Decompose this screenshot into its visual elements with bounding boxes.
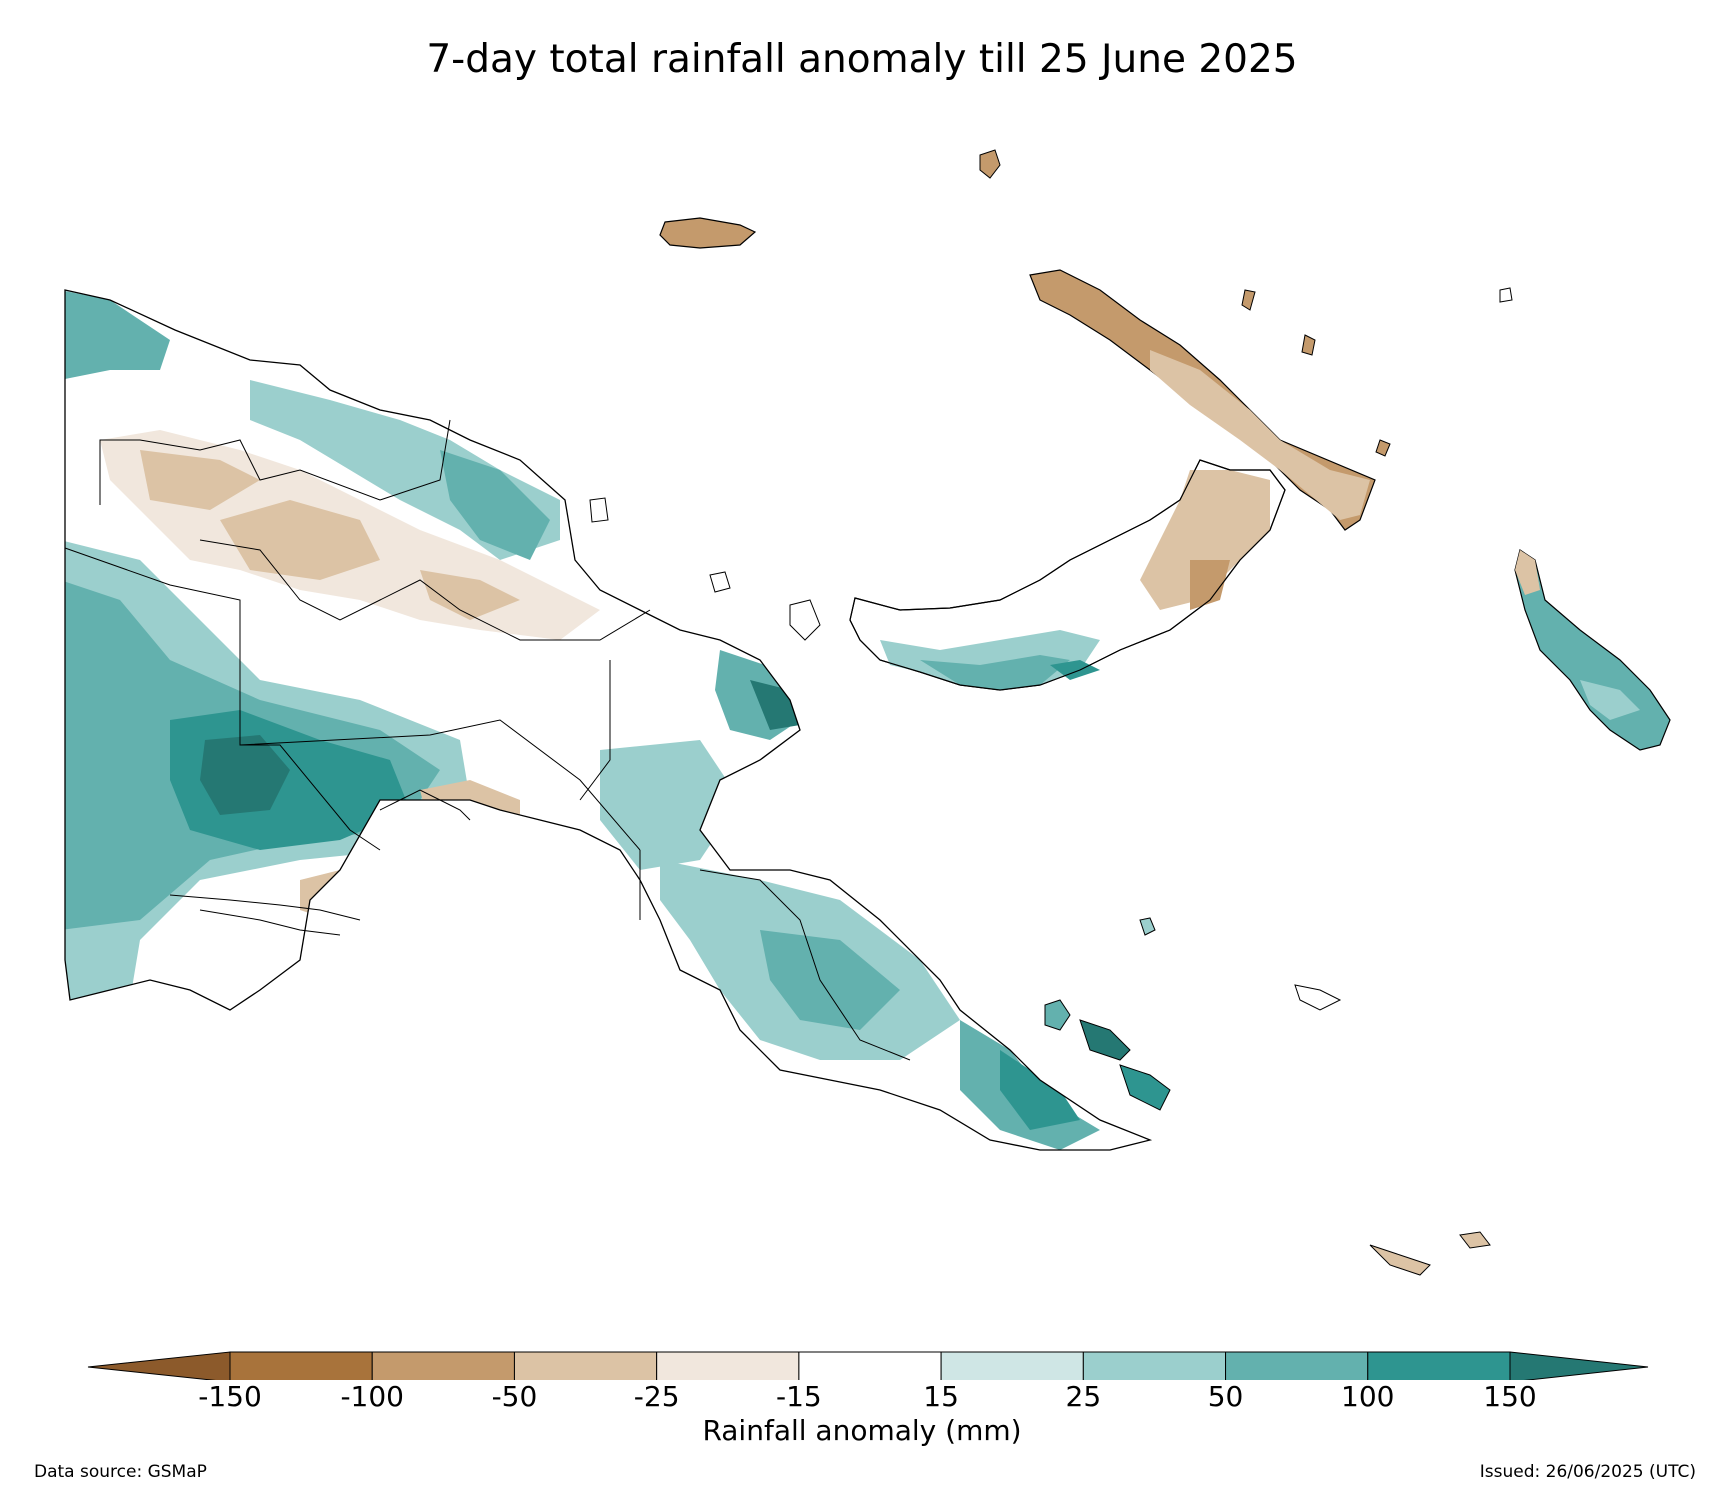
colorbar-tick-label: -150 (198, 1380, 262, 1413)
mainland (64, 289, 1153, 1151)
colorbar-tick-label: -100 (340, 1380, 404, 1413)
manus-island (659, 217, 757, 249)
colorbar (87, 1351, 1649, 1380)
colorbar-tick-label: 100 (1341, 1380, 1395, 1413)
milne-bay-islands (1044, 917, 1491, 1276)
data-source-note: Data source: GSMaP (34, 1462, 207, 1482)
colorbar-tick-label: 50 (1207, 1380, 1244, 1413)
colorbar-swatch (371, 1351, 515, 1380)
anomaly-west-150 (200, 735, 290, 815)
colorbar-label: Rainfall anomaly (mm) (702, 1414, 1022, 1447)
colorbar-swatch (513, 1351, 658, 1380)
colorbar-swatch (1367, 1351, 1511, 1380)
colorbar-tick-label: -25 (633, 1380, 680, 1413)
colorbar-tick-label: 15 (923, 1380, 959, 1413)
province-borders (64, 419, 911, 1061)
colorbar-arrow-high (1509, 1351, 1649, 1380)
colorbar-tick-label: -50 (491, 1380, 538, 1413)
issued-date: Issued: 26/06/2025 (UTC) (1479, 1462, 1696, 1482)
colorbar-swatch (1225, 1351, 1369, 1380)
colorbar-tick-label: 150 (1483, 1380, 1537, 1413)
colorbar-swatch (798, 1351, 942, 1380)
northern-islands (979, 149, 1391, 457)
fly-river-delta (169, 789, 471, 936)
new-ireland (1029, 269, 1376, 531)
colorbar-arrow-low (87, 1351, 231, 1380)
colorbar-swatch (229, 1351, 373, 1380)
colorbar-swatch (656, 1351, 800, 1380)
colorbar-swatch (1082, 1351, 1227, 1380)
small-islands (589, 287, 1513, 641)
rainfall-anomaly-map (64, 149, 1671, 1276)
colorbar-swatch (940, 1351, 1084, 1380)
colorbar-tick-label: -15 (776, 1380, 822, 1413)
new-britain (849, 459, 1286, 691)
map-title: 7-day total rainfall anomaly till 25 Jun… (426, 37, 1298, 82)
colorbar-tick-label: 25 (1065, 1380, 1102, 1413)
bougainville (1514, 549, 1671, 751)
